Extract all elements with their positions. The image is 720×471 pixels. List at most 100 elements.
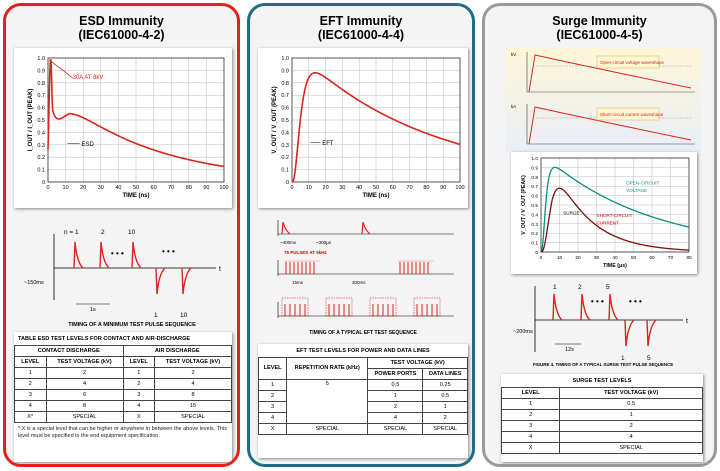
eft-col-data: DATA LINES: [422, 368, 468, 380]
table-cell: X: [257, 423, 288, 435]
voltage-wave-axis-label: kV: [511, 52, 516, 57]
pulse-spike: [580, 293, 591, 321]
current-wave-axis-label: kA: [511, 104, 516, 109]
table-cell: 2: [422, 412, 468, 424]
table-cell: 0.5: [422, 390, 468, 402]
period-label: 1s: [90, 307, 96, 313]
esd-table-card: TABLE ESD TEST LEVELS FOR CONTACT AND AI…: [14, 332, 232, 462]
x-tick-label: 0: [290, 185, 293, 191]
voltage-wave-legend: Open-circuit voltage waveshape: [600, 60, 665, 65]
y-tick-label: 0.5: [37, 118, 45, 124]
table-cell: 1: [422, 401, 468, 413]
y-tick-label: 0.8: [37, 81, 45, 87]
annotation-leader: [51, 61, 73, 79]
x-tick-label: 80: [186, 185, 192, 191]
table-cell: 4: [14, 400, 47, 412]
x-axis-label: TIME (μs): [603, 263, 627, 269]
eft-col-power: POWER PORTS: [367, 368, 424, 380]
y-tick-label: 0.2: [531, 231, 538, 237]
table-cell: X: [500, 442, 561, 454]
x-tick-label: 40: [612, 255, 618, 261]
x-tick-label: 20: [323, 185, 329, 191]
y-tick-label: 0.7: [37, 93, 45, 99]
table-row: 4 8 4 15: [14, 400, 232, 412]
esd-title-line2: (IEC61000-4-2): [78, 28, 165, 42]
y-tick-label: 0.2: [37, 155, 45, 161]
eft-burst-highlight: [284, 260, 320, 262]
t-label: t: [686, 318, 688, 325]
pulse-count-label: 10: [180, 312, 188, 319]
y-tick-label: 1.0: [531, 156, 538, 162]
y-tick-label: 0.4: [531, 212, 538, 218]
x-tick-label: 100: [219, 185, 228, 191]
table-cell: 0.25: [422, 379, 468, 391]
table-cell: 4: [559, 431, 703, 443]
pulse-count-label: 2: [101, 229, 105, 236]
y-axis-label: V_OUT / V_OUT (PEAK): [272, 86, 278, 153]
eft-rate-cell: 5: [286, 379, 369, 424]
x-tick-label: 50: [133, 185, 139, 191]
x-tick-label: 90: [203, 185, 209, 191]
x-tick-label: 10: [63, 185, 69, 191]
esd-graph-card: 0 10 20 30 40 50 60 70 80 90 100 0 0.1 0.2 0.3 0.4 0.5 0.…: [14, 48, 232, 208]
x-tick-label: 0: [540, 255, 543, 261]
surge-waves-svg: kV Open-circuit voltage waveshape kA Short-…: [511, 52, 695, 145]
table-row: X SPECIAL: [500, 442, 703, 454]
table-cell: 2: [45, 367, 124, 379]
table-row: X SPECIAL SPECIAL SPECIAL: [257, 423, 468, 435]
eft-label: ~400ms: [280, 240, 297, 245]
esd-pulse-svg: t • • • • • • n = 1 2 10 1 10 ~150ms 1s TIMING OF …: [24, 229, 221, 328]
y-axis-label: I_OUT / I_OUT (PEAK): [28, 89, 34, 152]
y-tick-label: 0.3: [281, 143, 289, 149]
y-tick-label: 0.7: [281, 93, 289, 99]
surge-col-voltage: TEST VOLTAGE (kV): [559, 387, 703, 399]
current-wave-legend-box: [596, 107, 660, 121]
eft-table-caption: EFT TEST LEVELS FOR POWER AND DATA LINES: [296, 348, 430, 354]
pulse-spike: [73, 241, 84, 269]
surge-panel: Surge Immunity (IEC61000-4-5) kV Open-cir…: [482, 3, 717, 467]
y-tick-label: 0.1: [281, 168, 289, 174]
pulse-spike: [646, 319, 657, 347]
table-cell: 0.5: [559, 398, 703, 410]
table-cell: 4: [367, 412, 424, 424]
surge-open-circuit-curve: [540, 166, 690, 253]
table-cell: SPECIAL: [154, 411, 232, 423]
plot-frame: [291, 57, 461, 183]
surge-graph-card: 0 10 20 30 40 50 60 70 80 0 0.1 0.2 0.3 0.4 0.5 0.6 0.7 0…: [511, 152, 697, 274]
gap-label: ~150ms: [24, 280, 44, 286]
y-tick-label: 0.1: [531, 241, 538, 247]
period-label: 12s: [565, 347, 574, 353]
x-tick-label: 80: [423, 185, 429, 191]
t-label: t: [219, 266, 221, 273]
surge-title: Surge Immunity (IEC61000-4-5): [485, 14, 714, 42]
current-wave-legend: Short-circuit current waveshape: [600, 112, 664, 117]
table-cell: 3: [500, 420, 561, 432]
voltage-wave-curve: [528, 54, 692, 93]
table-row: 1 0.5: [500, 398, 703, 410]
ellipsis-dots: • • •: [162, 247, 175, 256]
table-cell: 2: [559, 420, 703, 432]
pulse-spike: [155, 267, 166, 295]
pulse-count-label: 5: [647, 355, 651, 362]
x-tick-label: 60: [151, 185, 157, 191]
surge-title-line2: (IEC61000-4-5): [556, 28, 643, 42]
pulse-spike: [608, 293, 619, 321]
eft-burst-pulse: [361, 221, 371, 235]
eft-burst-highlight: [398, 260, 434, 262]
pulse-caption: FIGURE 4. TIMING OF A TYPICAL SURGE TEST…: [533, 362, 673, 367]
y-tick-label: 0.3: [37, 143, 45, 149]
eft-graph-card: 0 10 20 30 40 50 60 70 80 90 100 0 0.1 0.2 0.3 0.4 0.5 0.…: [258, 48, 468, 208]
table-cell: 3: [122, 389, 155, 401]
eft-sequence-caption: TIMING OF A TYPICAL EFT TEST SEQUENCE: [309, 330, 417, 336]
surge-graph: 0 10 20 30 40 50 60 70 80 0 0.1 0.2 0.3 0.4 0.5 0.6 0.7 0…: [521, 156, 692, 269]
eft-title: EFT Immunity (IEC61000-4-4): [250, 14, 472, 42]
x-tick-label: 50: [631, 255, 637, 261]
eft-graph: 0 10 20 30 40 50 60 70 80 90 100 0 0.1 0.2 0.3 0.4 0.5 0.…: [272, 56, 465, 199]
eft-panel: EFT Immunity (IEC61000-4-4) 0 10 20 30 40 50 6…: [247, 3, 475, 467]
